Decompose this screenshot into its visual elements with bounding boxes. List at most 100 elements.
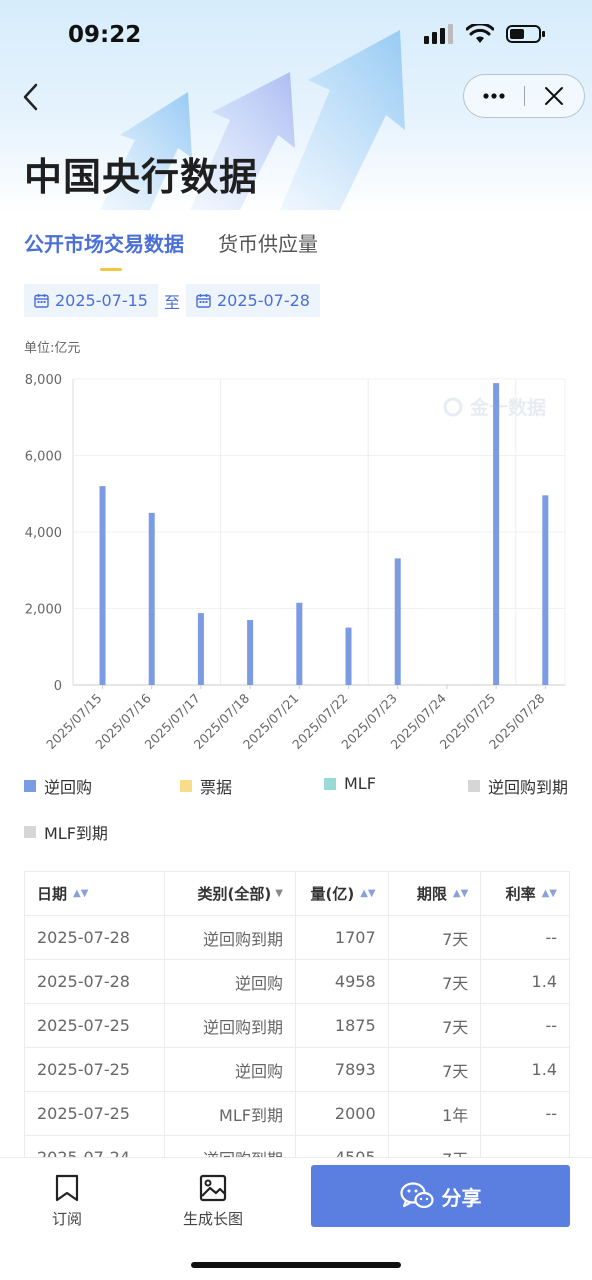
cell-amount: 1707 xyxy=(296,916,389,959)
cell-rate: -- xyxy=(545,1016,557,1035)
legend-item-mlf-maturity[interactable]: MLF到期 xyxy=(24,820,108,844)
y-tick-label: 0 xyxy=(54,679,62,694)
header-rate[interactable]: 利率 ▲▼ xyxy=(481,872,569,915)
cell-rate: 1.4 xyxy=(531,972,557,991)
legend-swatch xyxy=(468,780,480,792)
more-button[interactable] xyxy=(464,75,524,117)
header-label: 量(亿) xyxy=(310,885,355,903)
header-label: 类别(全部) xyxy=(197,885,272,903)
signal-icon xyxy=(424,24,453,44)
cell-amount: 1875 xyxy=(296,1004,389,1047)
bookmark-icon xyxy=(55,1174,79,1202)
sort-icon: ▲▼ xyxy=(541,888,557,899)
bottom-action-bar: 订阅 生成长图 分享 xyxy=(0,1157,592,1280)
date-range: 2025-07-15 至 2025-07-28 xyxy=(24,284,320,317)
page-title: 中国央行数据 xyxy=(24,155,259,199)
table-header-row: 日期 ▲▼ 类别(全部) ▼ 量(亿) ▲▼ 期限 ▲▼ 利率 ▲▼ xyxy=(25,872,569,916)
table-body: 2025-07-28 逆回购到期 1707 7天 -- 2025-07-28 逆回购 4958… xyxy=(25,916,569,1180)
battery-icon xyxy=(506,25,545,43)
cell-rate: 1.4 xyxy=(531,1060,557,1079)
date-separator: 至 xyxy=(163,292,180,312)
table-row[interactable]: 2025-07-25 MLF到期 2000 1年 -- xyxy=(25,1092,569,1136)
close-button[interactable] xyxy=(524,75,584,117)
back-button[interactable] xyxy=(16,80,46,114)
image-icon xyxy=(199,1174,227,1202)
table-row[interactable]: 2025-07-28 逆回购 4958 7天 1.4 xyxy=(25,960,569,1004)
sort-icon: ▲▼ xyxy=(73,888,89,899)
cell-amount: 4958 xyxy=(296,960,389,1003)
legend-label: 逆回购到期 xyxy=(488,778,569,797)
calendar-icon xyxy=(196,294,211,308)
wifi-icon xyxy=(466,24,494,43)
cell-term: 7天 xyxy=(389,916,482,959)
watermark-logo-icon xyxy=(443,397,463,417)
sort-icon: ▲▼ xyxy=(452,888,469,899)
cell-category: 逆回购 xyxy=(165,1048,296,1091)
tab-money-supply[interactable]: 货币供应量 xyxy=(218,232,318,256)
generate-long-image-button[interactable]: 生成长图 xyxy=(183,1174,243,1229)
status-time: 09:22 xyxy=(68,22,142,48)
header-amount[interactable]: 量(亿) ▲▼ xyxy=(296,872,389,915)
legend-label: 逆回购 xyxy=(44,778,93,797)
unit-label: 单位:亿元 xyxy=(24,341,81,356)
header-category[interactable]: 类别(全部) ▼ xyxy=(165,872,296,915)
y-tick-label: 8,000 xyxy=(25,373,62,388)
legend-item-bills[interactable]: 票据 xyxy=(180,774,232,798)
legend-item-reverse-repo-maturity[interactable]: 逆回购到期 xyxy=(468,774,568,798)
table-row[interactable]: 2025-07-28 逆回购到期 1707 7天 -- xyxy=(25,916,569,960)
end-date-value: 2025-07-28 xyxy=(217,291,310,310)
start-date-value: 2025-07-15 xyxy=(55,291,148,310)
legend-swatch xyxy=(180,780,192,792)
y-tick-label: 4,000 xyxy=(25,526,62,541)
cell-term: 7天 xyxy=(389,1004,482,1047)
cell-rate: -- xyxy=(545,928,557,947)
share-button[interactable]: 分享 xyxy=(311,1165,570,1227)
tab-open-market[interactable]: 公开市场交易数据 xyxy=(24,228,184,271)
chevron-left-icon xyxy=(23,83,38,111)
subscribe-button[interactable]: 订阅 xyxy=(52,1174,82,1229)
mini-program-capsule xyxy=(463,74,585,118)
cell-amount: 7893 xyxy=(296,1048,389,1091)
cell-category: MLF到期 xyxy=(165,1092,296,1135)
legend-swatch xyxy=(24,780,36,792)
more-dots-icon xyxy=(483,93,505,99)
legend-item-reverse-repo[interactable]: 逆回购 xyxy=(24,774,92,798)
cell-term: 1年 xyxy=(389,1092,482,1135)
legend-swatch xyxy=(324,777,336,790)
bar-2025-07-15 xyxy=(99,486,106,685)
cell-date: 2025-07-28 xyxy=(25,960,166,1003)
home-indicator xyxy=(191,1262,401,1268)
table-row[interactable]: 2025-07-25 逆回购 7893 7天 1.4 xyxy=(25,1048,569,1092)
cell-date: 2025-07-25 xyxy=(25,1092,166,1135)
legend-swatch xyxy=(24,826,36,838)
start-date-picker[interactable]: 2025-07-15 xyxy=(24,284,158,317)
bar-2025-07-16 xyxy=(148,512,155,685)
calendar-icon xyxy=(34,294,49,308)
header-date[interactable]: 日期 ▲▼ xyxy=(25,872,166,915)
watermark-text: 金十数据 xyxy=(469,396,546,419)
table-row[interactable]: 2025-07-25 逆回购到期 1875 7天 -- xyxy=(25,1004,569,1048)
open-market-bar-chart: 金十数据02,0004,0006,0008,0002025/07/152025/… xyxy=(25,373,566,752)
bar-2025-07-17 xyxy=(197,613,204,685)
legend-item-mlf[interactable]: MLF xyxy=(324,774,376,793)
cell-date: 2025-07-28 xyxy=(25,916,166,959)
wechat-icon xyxy=(399,1182,434,1209)
header-term[interactable]: 期限 ▲▼ xyxy=(389,872,482,915)
legend-label: MLF xyxy=(344,774,376,793)
legend-label: 票据 xyxy=(200,778,233,797)
header-label: 期限 xyxy=(416,885,447,903)
cell-category: 逆回购 xyxy=(165,960,296,1003)
bar-2025-07-21 xyxy=(296,602,303,685)
transactions-table: 日期 ▲▼ 类别(全部) ▼ 量(亿) ▲▼ 期限 ▲▼ 利率 ▲▼ 2025-07-28… xyxy=(24,871,570,1181)
dropdown-caret-icon: ▼ xyxy=(275,888,283,899)
long-image-label: 生成长图 xyxy=(183,1210,244,1228)
status-icons xyxy=(424,24,546,44)
cell-rate: -- xyxy=(545,1104,557,1123)
subscribe-label: 订阅 xyxy=(52,1210,83,1228)
bar-2025-07-25 xyxy=(493,383,500,685)
y-tick-label: 2,000 xyxy=(25,603,62,618)
rising-arrows-illustration xyxy=(100,30,405,210)
end-date-picker[interactable]: 2025-07-28 xyxy=(186,284,320,317)
cell-category: 逆回购到期 xyxy=(165,1004,296,1047)
bar-2025-07-28 xyxy=(542,495,549,685)
